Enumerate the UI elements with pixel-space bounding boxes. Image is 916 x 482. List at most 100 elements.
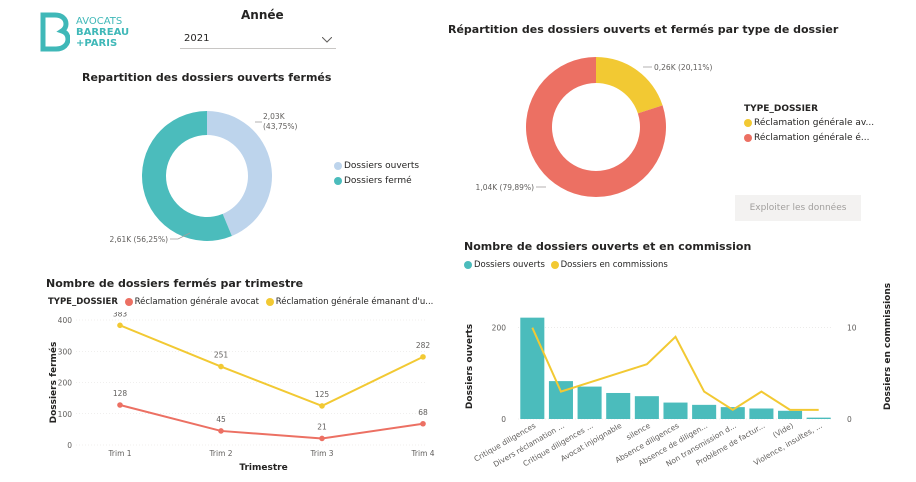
series-line (531, 327, 819, 412)
leader-line (170, 232, 191, 240)
y-axis-title: Dossiers fermés (48, 342, 59, 424)
donut1-legend: Dossiers ouverts Dossiers fermé (334, 161, 419, 186)
y-tick-label: 0 (67, 441, 72, 450)
data-label: 251 (214, 351, 229, 360)
year-slicer-title: Année (241, 8, 284, 22)
y2-tick-label: 0 (847, 415, 852, 424)
bar (778, 410, 803, 419)
data-label: 68 (418, 408, 428, 417)
legend-item-ouverts[interactable]: Dossiers ouverts (334, 161, 419, 171)
y2-axis-title: Dossiers en commissions (883, 283, 893, 410)
bar (548, 381, 573, 419)
year-dropdown[interactable]: 2021 (180, 30, 336, 49)
donut-slice (596, 57, 663, 114)
donut2-title: Répartition des dossiers ouverts et ferm… (448, 23, 839, 36)
logo-text-2: BARREAU (76, 27, 130, 38)
legend-label: Dossiers en commissions (560, 260, 668, 270)
y-tick-label: 300 (58, 347, 73, 356)
line-chart-title: Nombre de dossiers fermés par trimestre (46, 277, 304, 290)
legend-item-emanant[interactable]: Réclamation générale é... (744, 133, 874, 143)
data-point (117, 322, 123, 329)
legend-item-avocat[interactable]: Réclamation générale av... (744, 118, 874, 128)
legend-title: TYPE_DOSSIER (48, 297, 118, 307)
bar (806, 417, 831, 419)
bar (520, 317, 545, 419)
data-label: 2,61K (56,25%) (110, 235, 169, 244)
data-label: 0,26K (20,11%) (654, 63, 713, 72)
x-tick-label: Trim 2 (208, 449, 232, 458)
x-axis-title: Trimestre (239, 463, 287, 473)
donut1-title: Repartition des dossiers ouverts fermés (82, 71, 332, 84)
data-point (420, 420, 426, 427)
data-label: (43,75%) (263, 122, 298, 131)
x-tick-label: Trim 3 (309, 449, 333, 458)
logo-text-3: +PARIS (76, 38, 118, 49)
legend-item-ouverts[interactable]: Dossiers ouverts (464, 260, 545, 270)
donut-slice (141, 111, 232, 241)
series-line (119, 404, 424, 440)
data-point (218, 428, 224, 434)
y-tick-label: 400 (58, 316, 73, 325)
data-label: 282 (416, 341, 431, 350)
legend-item-fermes[interactable]: Dossiers fermé (334, 176, 419, 186)
export-data-button[interactable]: Exploiter les données (735, 195, 861, 221)
logo-text-1: AVOCATS (76, 16, 123, 27)
legend-label: Réclamation générale avocat (134, 297, 259, 307)
legend-dot (334, 176, 342, 185)
year-dropdown-value: 2021 (184, 33, 210, 44)
donut-slice (207, 111, 272, 237)
legend-dot (124, 297, 133, 306)
y-axis-title: Dossiers ouverts (465, 324, 475, 409)
data-label: 45 (216, 415, 226, 424)
data-label: 383 (113, 312, 128, 318)
legend-label: Réclamation générale émanant d'u... (275, 297, 434, 307)
data-label: 2,03K (263, 112, 286, 121)
data-label: 128 (113, 389, 128, 398)
combo-chart-title: Nombre de dossiers ouverts et en commiss… (464, 240, 752, 253)
donut-slice (526, 57, 666, 197)
donut1-chart: 2,03K(43,75%) 2,61K (56,25%) (110, 111, 298, 244)
line-chart: 0 100 200 300 400 Trim 1 Trim 2 Trim 3 Trim 4 128… (48, 312, 435, 473)
line-legend: TYPE_DOSSIER Réclamation générale avocat… (48, 297, 433, 307)
bar (577, 386, 602, 419)
legend-label: Réclamation générale av... (754, 118, 875, 128)
legend-dot (334, 161, 342, 170)
y-tick-label: 100 (58, 410, 73, 419)
y-tick-label: 0 (501, 415, 506, 424)
data-label: 125 (315, 390, 330, 399)
bar (749, 408, 774, 419)
donut2-chart: 0,26K (20,11%) 1,04K (79,89%) (476, 57, 713, 197)
bar (692, 404, 717, 419)
logo: AVOCATS BARREAU +PARIS (40, 12, 150, 54)
chevron-down-icon (322, 37, 332, 43)
legend-label: Réclamation générale é... (754, 133, 870, 143)
data-point (319, 435, 325, 442)
bar (663, 402, 688, 419)
data-point (218, 363, 224, 370)
data-label: 1,04K (79,89%) (476, 183, 535, 192)
legend-item-commissions[interactable]: Dossiers en commissions (550, 260, 668, 270)
legend-label: Dossiers fermé (344, 176, 412, 186)
y-tick-label: 200 (492, 324, 507, 333)
legend-label: Dossiers ouverts (474, 260, 545, 270)
legend-dot (464, 260, 472, 269)
x-tick-label: Trim 4 (410, 449, 434, 458)
data-point (420, 354, 426, 360)
logo-mark-icon (40, 12, 70, 52)
series-line (119, 324, 424, 408)
bar (634, 396, 659, 419)
legend-item-avocat[interactable]: Réclamation générale avocat (124, 297, 259, 307)
data-point (319, 403, 325, 409)
data-label: 21 (317, 422, 327, 431)
legend-dot (265, 297, 274, 306)
legend-item-emanant[interactable]: Réclamation générale émanant d'u... (265, 297, 434, 307)
legend-label: Dossiers ouverts (344, 161, 420, 171)
donut2-legend: TYPE_DOSSIER Réclamation générale av... … (744, 104, 874, 143)
legend-dot (744, 133, 752, 142)
y-tick-label: 200 (58, 379, 73, 388)
legend-dot (550, 260, 559, 269)
bar (720, 407, 745, 419)
y2-tick-label: 10 (847, 324, 857, 333)
data-point (117, 402, 123, 408)
legend-title: TYPE_DOSSIER (744, 104, 819, 114)
